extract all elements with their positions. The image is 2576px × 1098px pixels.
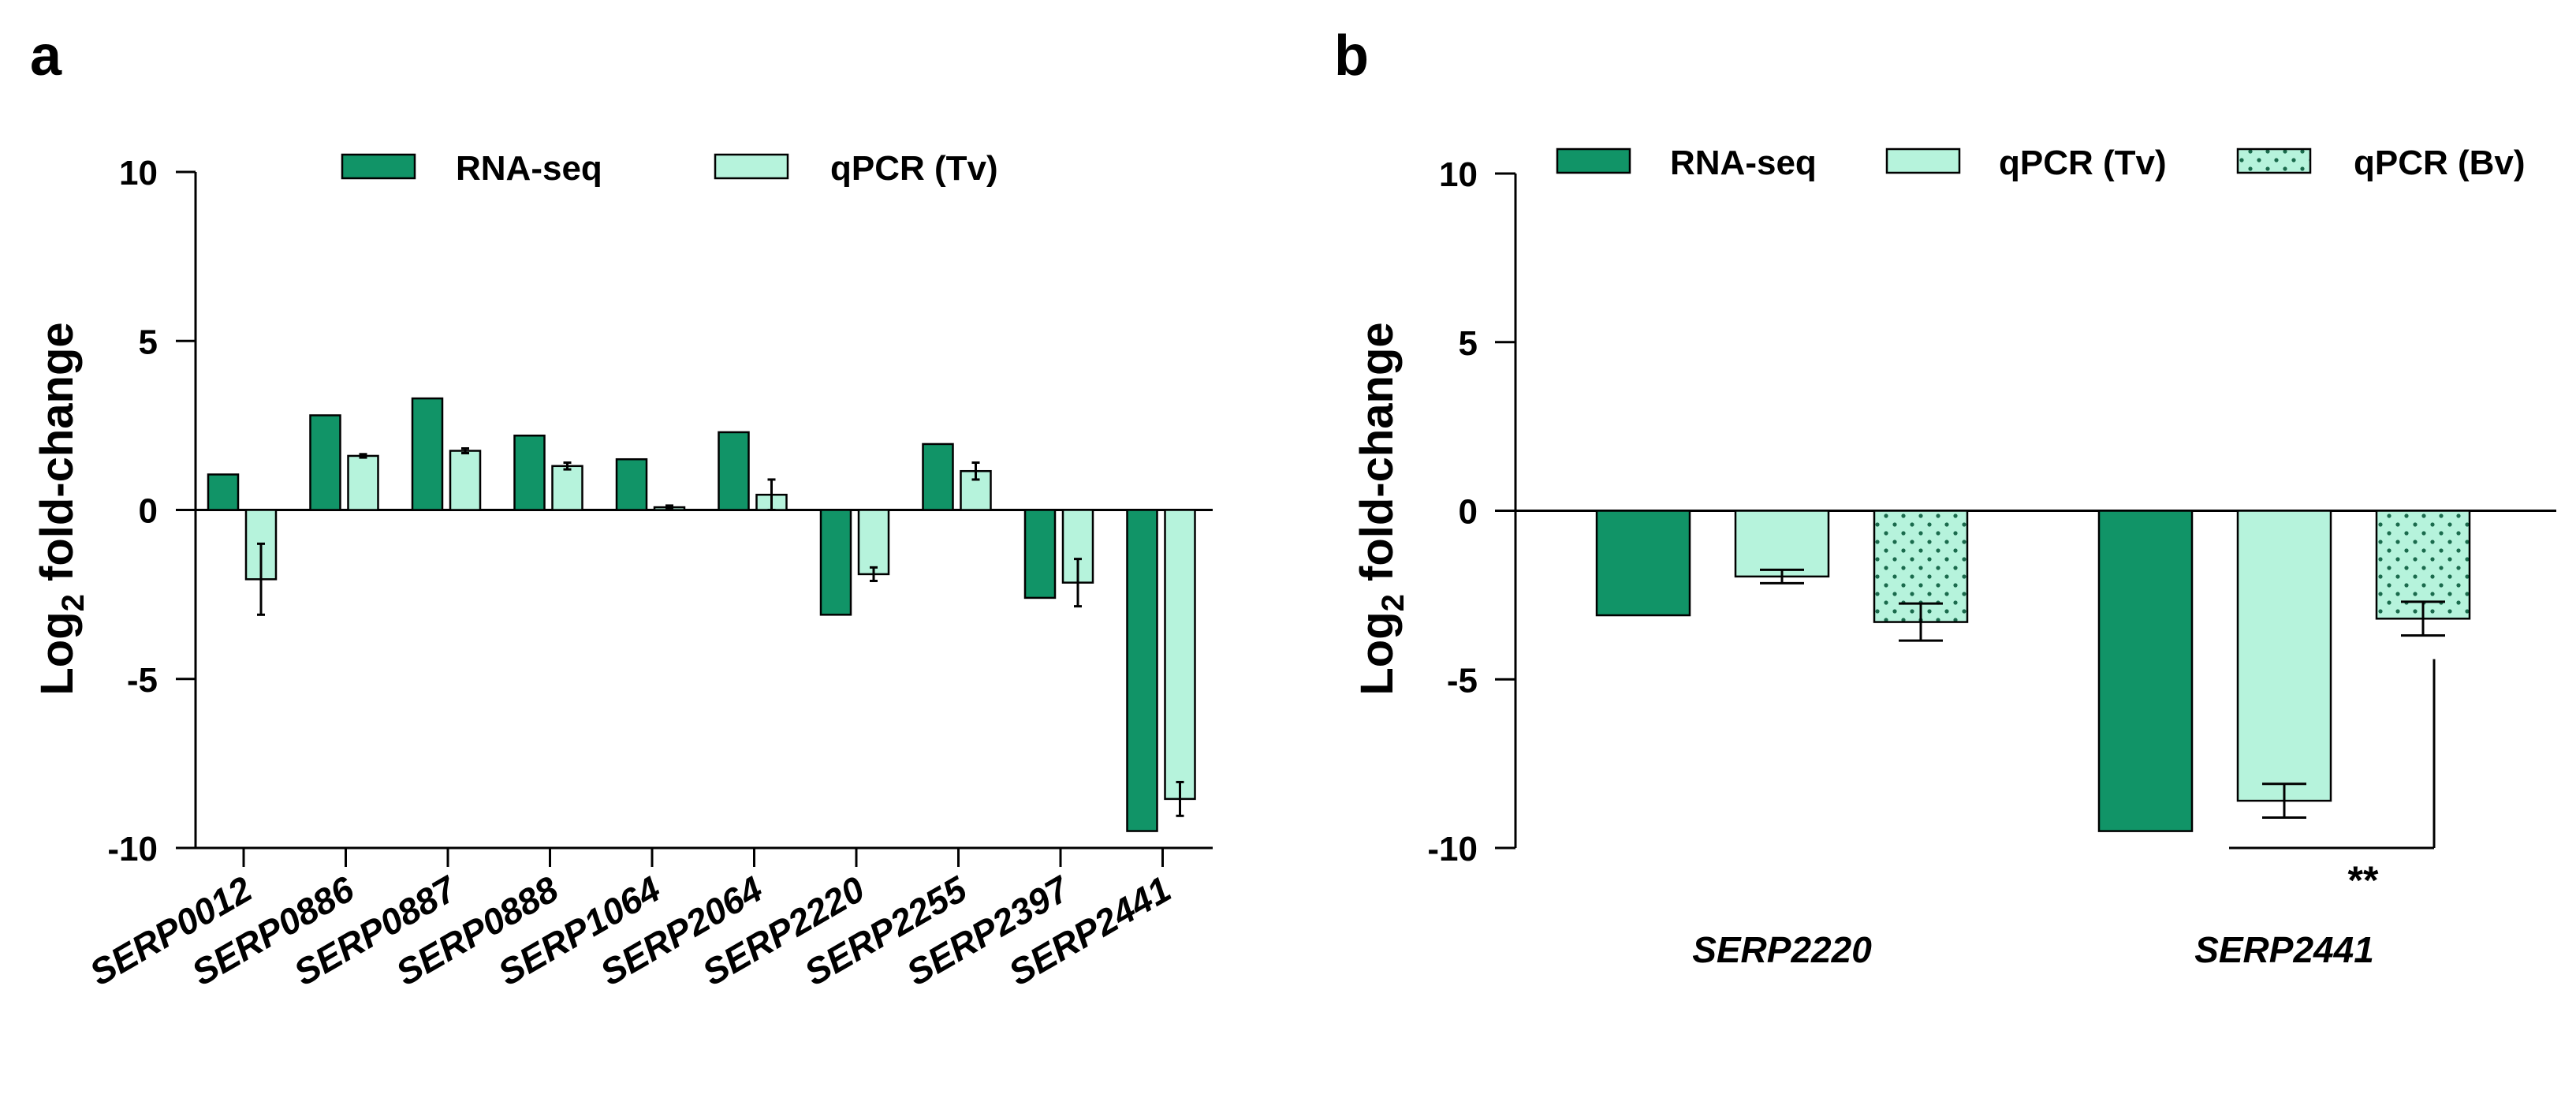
bar-rna-seq-serp0886 <box>309 414 341 511</box>
panel-b-category-labels: SERP2220 SERP2441 <box>1692 929 2374 970</box>
bar-qpcr-tv--serp2220 <box>857 509 890 576</box>
bar-rna-seq-serp2064 <box>718 431 750 511</box>
legend-swatch <box>714 153 789 180</box>
legend-swatch <box>2236 148 2312 174</box>
bar-rna-seq-serp2220 <box>1595 510 1691 617</box>
panel-a-y-tick-label: 0 <box>139 492 158 531</box>
panel-a-y-tick-label: 5 <box>139 323 158 361</box>
panel-b-significance: ** <box>2229 659 2436 902</box>
significance-label: ** <box>2348 858 2379 902</box>
bar-rna-seq-serp2441 <box>1126 509 1158 832</box>
legend-swatch <box>341 153 416 180</box>
legend-label: qPCR (Bv) <box>2354 144 2526 182</box>
bar-rna-seq-serp2220 <box>819 509 852 616</box>
panel-a-category-labels: SERP0012SERP0886SERP0887SERP0888SERP1064… <box>83 867 1178 993</box>
panel-b: b Log2 fold-change RNA-seq qPCR (Tv) qPCR … <box>1334 24 2556 970</box>
legend-swatch <box>1885 148 1961 174</box>
panel-b-ylabel: Log2 fold-change <box>1351 322 1411 695</box>
panel-a-bars <box>207 397 1196 832</box>
bar-rna-seq-serp2397 <box>1023 509 1057 599</box>
bar-qpcr-tv--serp2441 <box>2236 510 2332 802</box>
panel-b-y-tick-label: 0 <box>1459 493 1478 532</box>
bar-qpcr-tv--serp2220 <box>1734 510 1830 578</box>
legend-label: RNA-seq <box>456 149 602 188</box>
bar-rna-seq-serp2441 <box>2097 510 2194 832</box>
bar-qpcr-tv--serp2441 <box>1164 509 1196 801</box>
panel-b-legend: RNA-seq qPCR (Tv) qPCR (Bv) <box>1556 144 2526 182</box>
panel-a-ylabel: Log2 fold-change <box>32 322 91 695</box>
panel-b-letter: b <box>1334 24 1369 88</box>
panel-a-y-tick-label: -5 <box>127 661 158 700</box>
bar-rna-seq-serp0012 <box>207 473 240 511</box>
legend-swatch <box>1556 148 1631 174</box>
panel-a-letter: a <box>30 24 62 88</box>
bar-rna-seq-serp0887 <box>411 397 444 511</box>
panel-b-category-label: SERP2220 <box>1692 929 1872 970</box>
panel-a-legend: RNA-seq qPCR (Tv) <box>341 149 998 188</box>
panel-b-bars <box>1595 510 2471 832</box>
panel-b-y-tick-label: 5 <box>1459 324 1478 363</box>
panel-b-y-tick-label: -5 <box>1447 661 1478 700</box>
panel-a: a Log2 fold-change RNA-seq qPCR (Tv) 10 5 0… <box>30 24 1213 993</box>
panel-b-y-tick-label: 10 <box>1439 155 1478 194</box>
legend-label: qPCR (Tv) <box>1999 144 2167 182</box>
legend-label: qPCR (Tv) <box>830 149 998 188</box>
panel-b-category-label: SERP2441 <box>2194 929 2374 970</box>
bar-qpcr-tv--serp0888 <box>551 465 583 511</box>
bar-rna-seq-serp1064 <box>615 458 648 511</box>
panel-a-y-tick-label: 10 <box>119 154 158 192</box>
bar-rna-seq-serp2255 <box>922 443 954 511</box>
panel-b-y-tick-label: -10 <box>1427 830 1478 868</box>
legend-label: RNA-seq <box>1670 144 1817 182</box>
bar-qpcr-tv--serp0886 <box>347 454 379 511</box>
bar-qpcr-tv--serp0887 <box>449 450 482 511</box>
panel-a-y-tick-label: -10 <box>107 830 158 868</box>
bar-rna-seq-serp0888 <box>513 434 546 511</box>
